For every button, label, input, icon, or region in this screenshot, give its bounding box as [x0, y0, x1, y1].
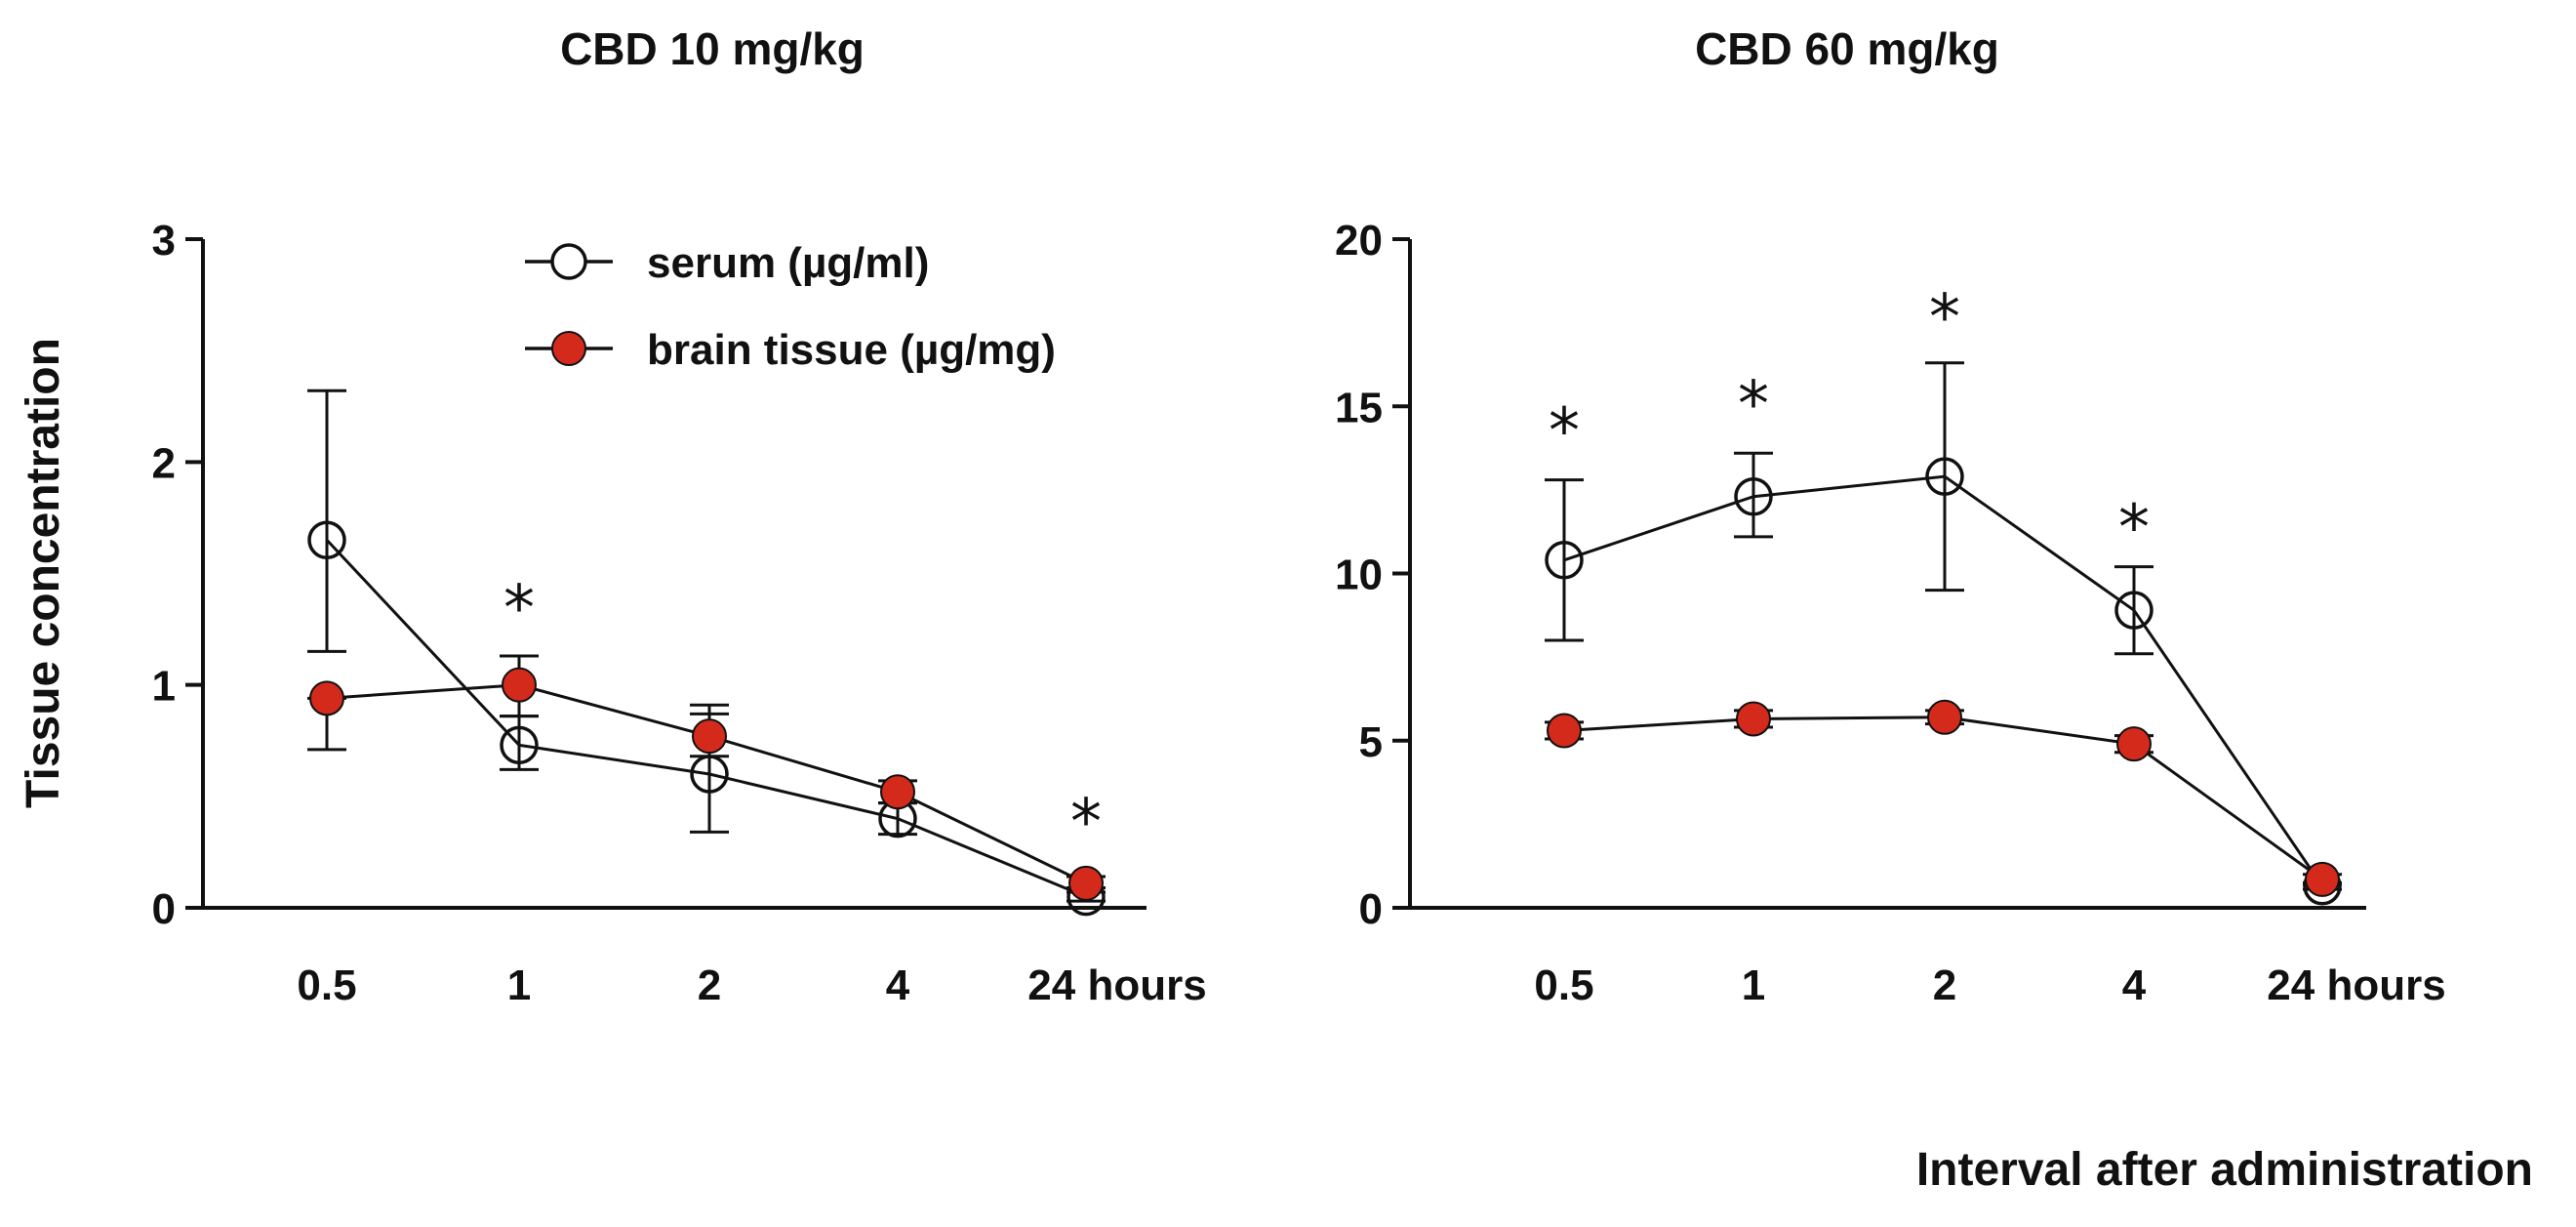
- y-tick-label: 0: [152, 885, 176, 933]
- legend-label-serum: serum (µg/ml): [647, 239, 929, 287]
- error-bar: [1925, 361, 1964, 593]
- x-ticks: 0.5 1 2 4 24 hours: [1534, 961, 2445, 1009]
- x-ticks: 0.5 1 2 4 24 hours: [297, 961, 1206, 1009]
- data-point-serum: [1734, 476, 1773, 516]
- error-bar: [2114, 565, 2153, 656]
- data-point-brain-tissue: [692, 718, 727, 755]
- chart-title: CBD 60 mg/kg: [1695, 23, 1999, 74]
- x-tick-label: 1: [507, 961, 531, 1009]
- data-point-serum: [2114, 591, 2153, 630]
- y-ticks: 0 5 10 15 20: [1335, 217, 1410, 933]
- y-tick-label: 2: [152, 439, 176, 487]
- y-tick-label: 1: [152, 663, 176, 711]
- significance-marker: *: [1738, 369, 1769, 441]
- x-tick-label: 4: [2122, 961, 2147, 1009]
- significance-marker: *: [1070, 787, 1102, 859]
- plot-area: **: [307, 389, 1106, 917]
- legend-label-brain-tissue: brain tissue (µg/mg): [647, 326, 1056, 374]
- data-point-serum: [690, 755, 729, 794]
- x-tick-label: 1: [1742, 961, 1765, 1009]
- error-bar: [1545, 478, 1584, 642]
- y-tick-label: 10: [1335, 552, 1383, 599]
- significance-marker: *: [503, 573, 535, 645]
- data-point-serum: [307, 520, 346, 559]
- series-serum: [1545, 361, 2342, 906]
- y-tick-label: 15: [1335, 384, 1383, 431]
- y-tick-label: 20: [1335, 217, 1383, 265]
- chart-title: CBD 10 mg/kg: [560, 23, 865, 74]
- data-point-brain-tissue: [1547, 713, 1582, 749]
- legend-item-brain-tissue: brain tissue (µg/mg): [525, 326, 1056, 374]
- error-bar: [1734, 451, 1773, 539]
- data-point-serum: [500, 725, 539, 765]
- y-tick-label: 0: [1359, 885, 1383, 933]
- series-brain-tissue: [1545, 699, 2342, 897]
- x-tick-label: 0.5: [297, 961, 356, 1009]
- legend-filled-circle-marker: [551, 331, 586, 366]
- x-tick-label: 24 hours: [1027, 961, 1206, 1009]
- y-tick-label: 5: [1359, 718, 1383, 766]
- significance-marker: *: [2118, 493, 2150, 565]
- y-tick-label: 3: [152, 217, 176, 265]
- data-point-brain-tissue: [1736, 701, 1771, 737]
- x-tick-label: 0.5: [1534, 961, 1593, 1009]
- x-tick-label: 2: [1933, 961, 1956, 1009]
- significance-marker: *: [1549, 395, 1580, 468]
- data-point-brain-tissue: [2116, 726, 2152, 762]
- x-tick-label: 24 hours: [2267, 961, 2445, 1009]
- y-ticks: 0 1 2 3: [152, 217, 203, 933]
- x-tick-label: 2: [698, 961, 721, 1009]
- x-axis-title: Interval after administration: [1916, 1144, 2533, 1196]
- data-point-brain-tissue: [309, 680, 344, 716]
- plot-area: * * * *: [1545, 282, 2342, 906]
- legend-item-serum: serum (µg/ml): [525, 239, 929, 287]
- data-point-brain-tissue: [2305, 861, 2340, 897]
- data-point-brain-tissue: [502, 667, 537, 703]
- data-point-serum: [1925, 457, 1964, 496]
- series-brain-tissue: [307, 654, 1106, 901]
- x-tick-label: 4: [886, 961, 910, 1009]
- legend: serum (µg/ml) brain tissue (µg/mg): [525, 239, 1056, 374]
- data-point-brain-tissue: [1068, 865, 1104, 901]
- data-point-serum: [1545, 541, 1584, 580]
- legend-open-circle-marker: [550, 243, 587, 280]
- data-point-brain-tissue: [1927, 699, 1962, 735]
- data-point-brain-tissue: [880, 774, 915, 810]
- y-axis-title: Tissue concentration: [18, 338, 69, 808]
- significance-marker: *: [1929, 282, 1960, 354]
